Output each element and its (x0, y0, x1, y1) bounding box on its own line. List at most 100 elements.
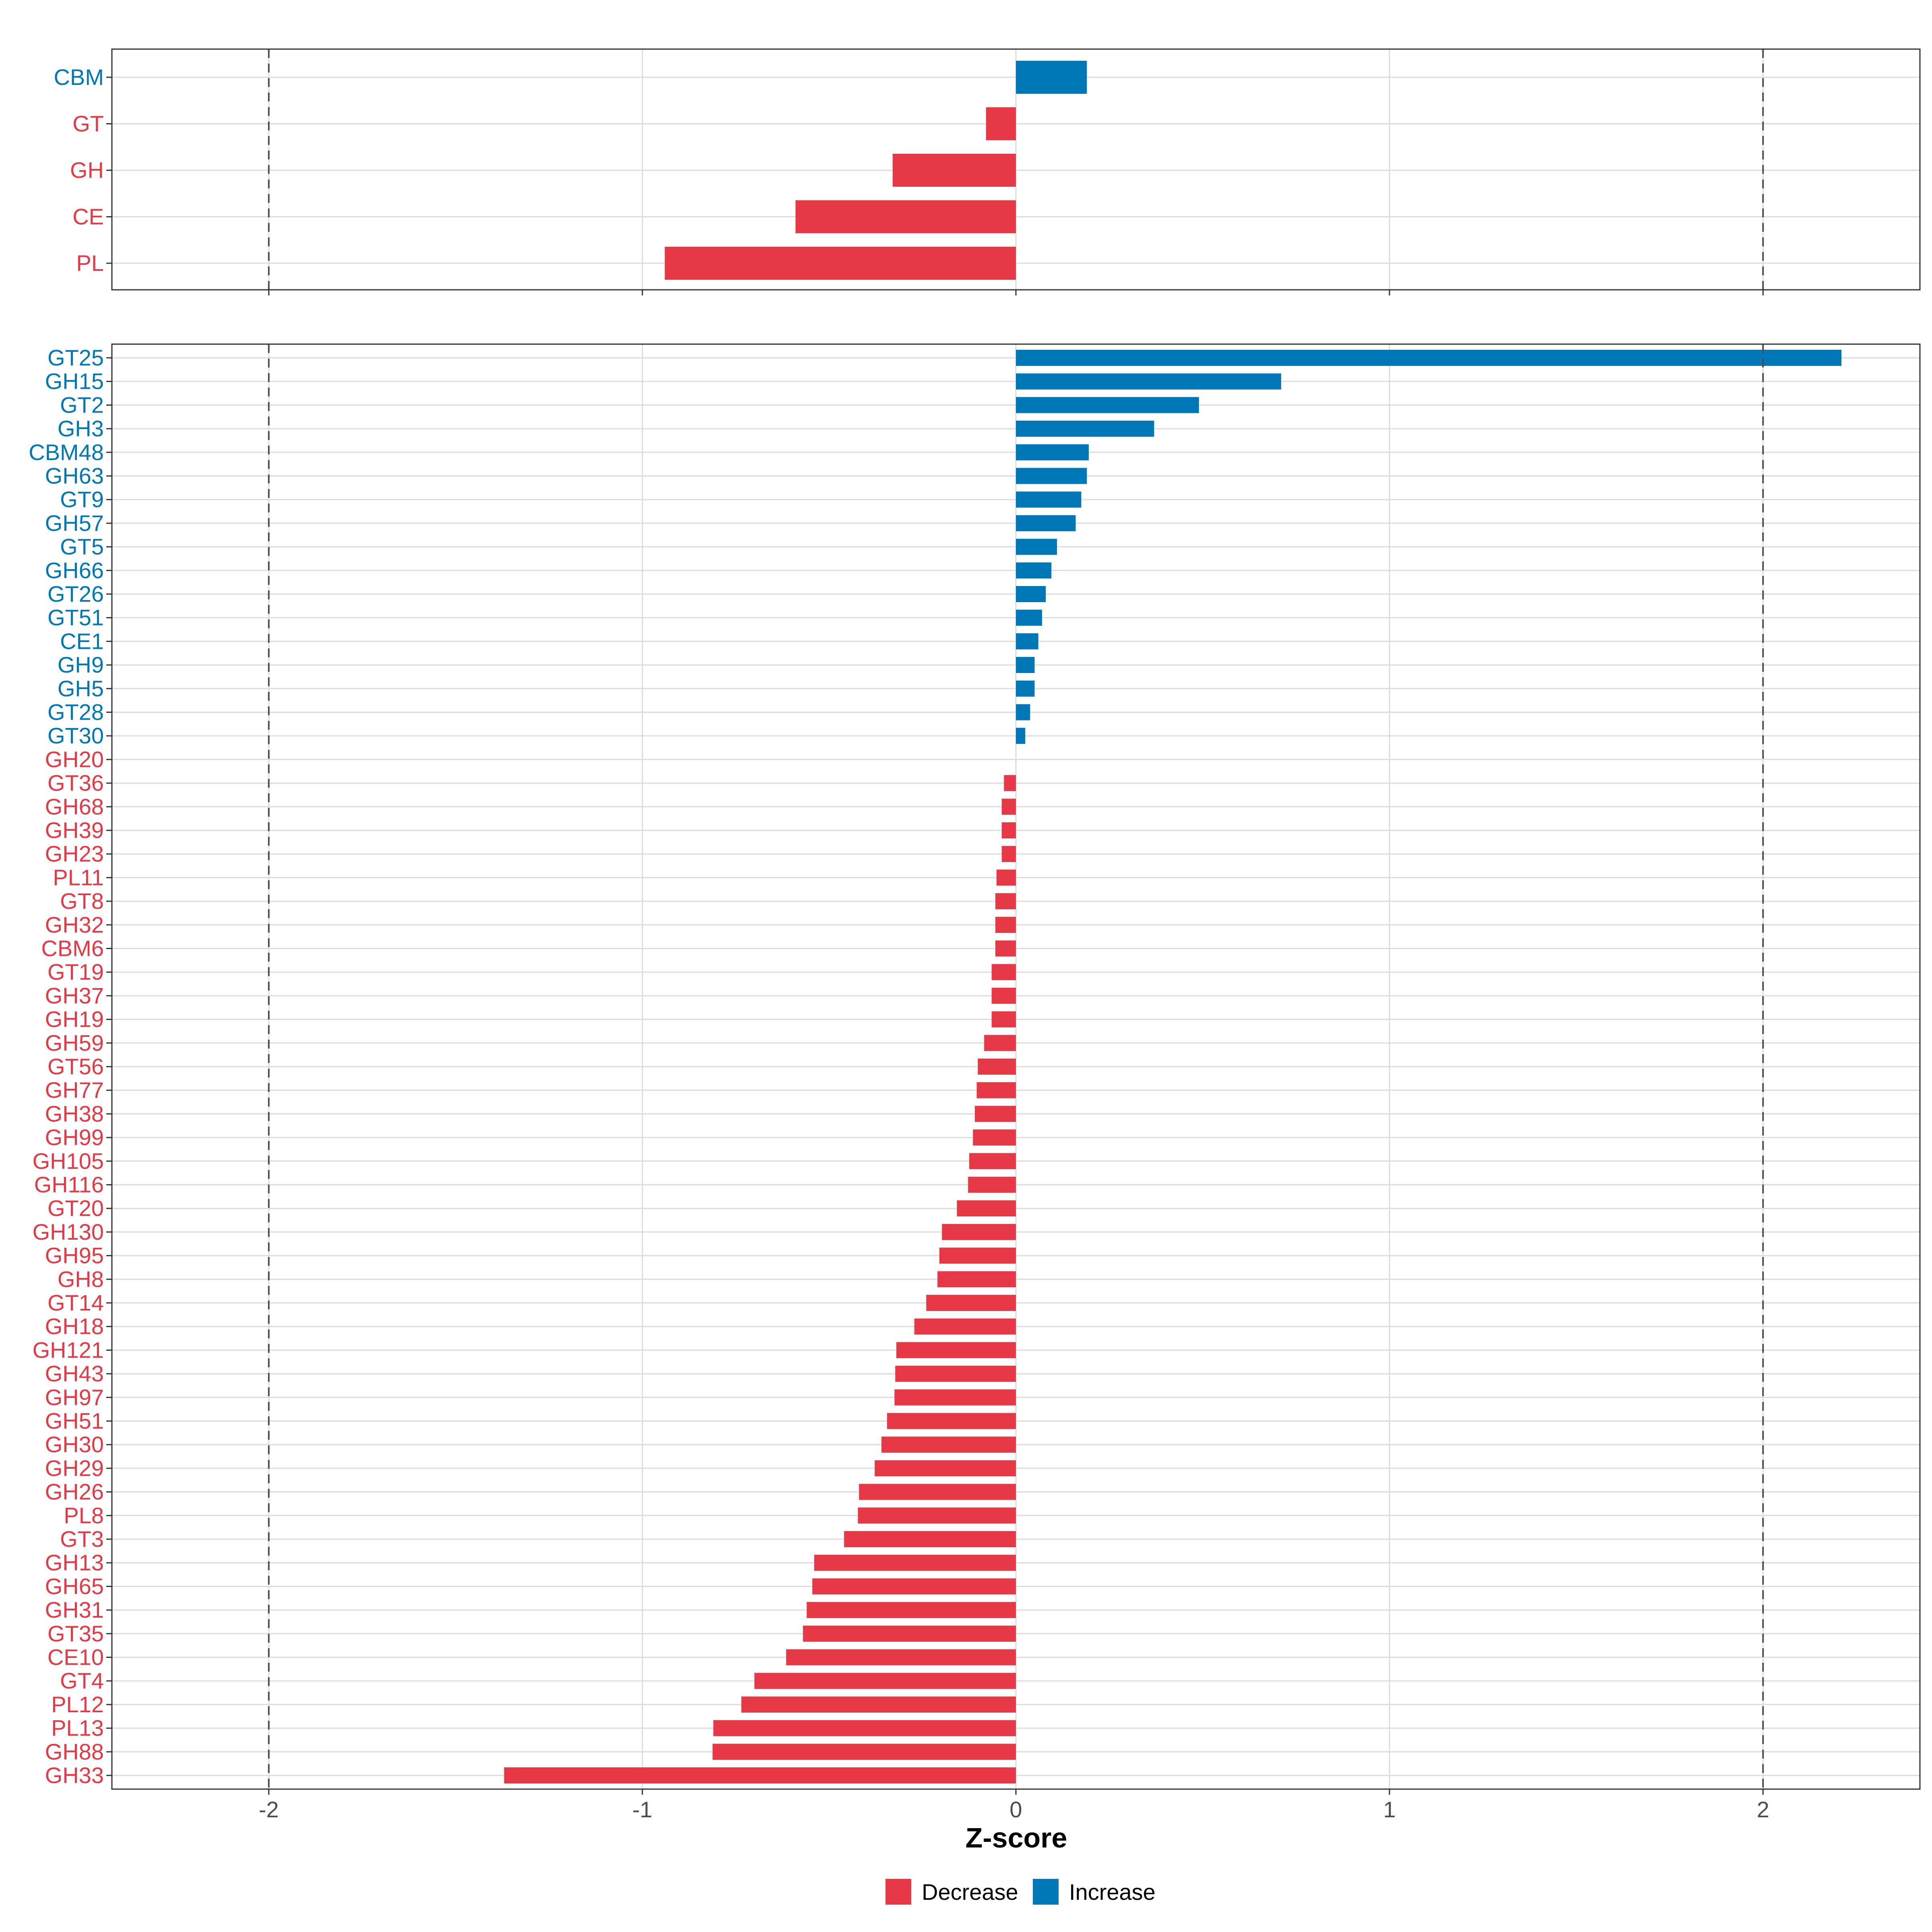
y-tick-label-gt28: GT28 (47, 700, 104, 725)
legend: Decrease Increase (886, 1879, 1156, 1905)
y-tick-label-gh23: GH23 (45, 841, 104, 867)
y-tick-label-gh33: GH33 (45, 1763, 104, 1788)
bar-gt9 (1016, 491, 1082, 508)
panel-family-level: GT25GH15GT2GH3CBM48GH63GT9GH57GT5GH66GT2… (29, 343, 1921, 1795)
bar-gt2 (1016, 397, 1199, 413)
x-axis: -2 -1 0 1 2 (259, 1797, 1769, 1822)
bar-gt5 (1016, 539, 1057, 555)
y-tick-label-gh66: GH66 (45, 557, 104, 583)
y-tick-label-gh: GH (70, 157, 104, 183)
bar-gh130 (942, 1224, 1016, 1240)
bar-gh32 (995, 916, 1016, 933)
y-tick-label-gt56: GT56 (47, 1054, 104, 1079)
panel-border (111, 48, 1921, 291)
y-tick-label-gt36: GT36 (47, 770, 104, 796)
x-tick-label: -1 (632, 1797, 652, 1822)
bar-gh57 (1016, 515, 1076, 531)
y-tick-label-ce: CE (72, 204, 104, 229)
bar-gt35 (803, 1625, 1016, 1642)
y-tick-label-gh63: GH63 (45, 463, 104, 489)
bar-gt4 (754, 1673, 1016, 1689)
bar-gh95 (939, 1247, 1016, 1264)
x-axis-title: Z-score (966, 1822, 1067, 1854)
y-tick-label-gh95: GH95 (45, 1243, 104, 1268)
bar-ce1 (1016, 633, 1038, 650)
bar-pl13 (713, 1720, 1016, 1736)
bar-gt51 (1016, 609, 1042, 626)
y-tick-label-gt8: GT8 (60, 888, 104, 914)
y-tick-label-gh68: GH68 (45, 794, 104, 819)
y-tick-label-gh57: GH57 (45, 510, 104, 536)
bar-gt56 (978, 1059, 1016, 1075)
bar-gh43 (895, 1366, 1016, 1382)
bar-gh65 (812, 1578, 1016, 1595)
y-tick-label-gh8: GH8 (58, 1266, 104, 1292)
panel-class-level: CBM GT GH CE PL (54, 48, 1921, 295)
y-tick-label-gh130: GH130 (33, 1219, 104, 1245)
bar-cbm6 (995, 940, 1016, 957)
y-tick-label-gh20: GH20 (45, 747, 104, 772)
y-tick-label-gh77: GH77 (45, 1077, 104, 1103)
x-tick-label: 0 (1009, 1797, 1022, 1822)
bar-gt3 (844, 1531, 1016, 1547)
y-tick-label-gt26: GT26 (47, 581, 104, 607)
bar-gt26 (1016, 586, 1046, 602)
bar-gh63 (1016, 468, 1087, 484)
bar-gh29 (875, 1460, 1016, 1476)
y-tick-label-ce10: CE10 (47, 1645, 104, 1670)
bar-gh51 (887, 1413, 1016, 1429)
bar-gt20 (957, 1200, 1016, 1217)
y-tick-label-gh5: GH5 (58, 676, 104, 701)
bar-gh77 (976, 1082, 1016, 1098)
bar-gh31 (807, 1602, 1016, 1618)
y-tick-label-gh37: GH37 (45, 983, 104, 1008)
bar-gh8 (937, 1271, 1016, 1288)
y-tick-label-gh18: GH18 (45, 1314, 104, 1339)
y-tick-label-gh38: GH38 (45, 1101, 104, 1126)
legend-swatch-decrease (886, 1879, 911, 1905)
bar-cbm48 (1016, 444, 1089, 460)
y-tick-label-gt2: GT2 (60, 392, 104, 417)
bar-gh19 (991, 1011, 1016, 1028)
bar-gh38 (974, 1106, 1016, 1122)
y-tick-label-gt3: GT3 (60, 1526, 104, 1552)
y-tick-label-pl8: PL8 (64, 1503, 104, 1528)
bar-gh66 (1016, 562, 1052, 579)
bar-gh9 (1016, 657, 1035, 673)
bar-gh116 (968, 1177, 1016, 1193)
bar-gh (892, 154, 1016, 187)
bar-gh33 (504, 1767, 1016, 1783)
y-tick-label-gh59: GH59 (45, 1030, 104, 1055)
bar-gh99 (973, 1129, 1016, 1146)
x-tick-label: 2 (1757, 1797, 1769, 1822)
bar-gt8 (995, 893, 1016, 910)
bar-gh105 (969, 1153, 1016, 1169)
y-tick-label-gh121: GH121 (33, 1337, 104, 1362)
bar-gh3 (1016, 421, 1154, 437)
y-tick-label-gh13: GH13 (45, 1550, 104, 1575)
y-tick-label-gh88: GH88 (45, 1739, 104, 1764)
y-tick-label-gt25: GT25 (47, 345, 104, 370)
bar-pl11 (996, 869, 1016, 886)
bar-pl8 (858, 1507, 1016, 1524)
y-tick-label-gh43: GH43 (45, 1361, 104, 1386)
y-tick-label-pl: PL (76, 250, 104, 276)
y-tick-label-cbm: CBM (54, 64, 104, 90)
bar-gh18 (914, 1318, 1016, 1335)
y-tick-label-gt14: GT14 (47, 1290, 104, 1315)
y-tick-label-gh65: GH65 (45, 1573, 104, 1599)
legend-label-decrease: Decrease (922, 1879, 1018, 1905)
bar-gh15 (1016, 373, 1281, 390)
y-tick-label-gh30: GH30 (45, 1432, 104, 1457)
y-tick-label-gt35: GT35 (47, 1621, 104, 1646)
y-tick-label-gh19: GH19 (45, 1007, 104, 1032)
y-tick-label-gh39: GH39 (45, 817, 104, 843)
y-tick-label-pl13: PL13 (51, 1715, 104, 1741)
y-tick-label-gt4: GT4 (60, 1668, 104, 1693)
bar-gh30 (881, 1437, 1016, 1453)
x-tick-label: -2 (259, 1797, 279, 1822)
y-tick-label-ce1: CE1 (60, 628, 104, 654)
y-tick-label-gh32: GH32 (45, 912, 104, 937)
y-tick-label-pl11: PL11 (53, 865, 104, 890)
